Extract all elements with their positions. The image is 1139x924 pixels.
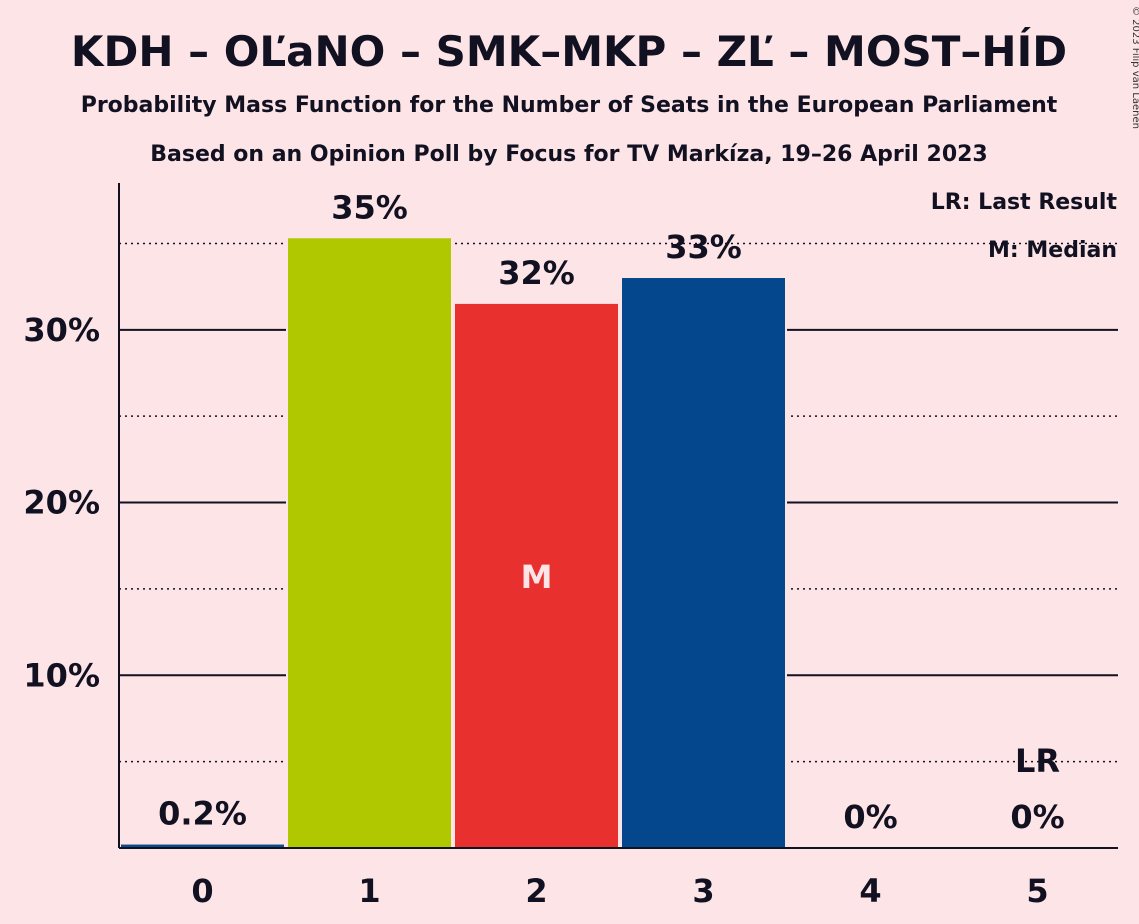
x-tick-label-2: 2 — [525, 872, 547, 910]
bar-value-label-0: 0.2% — [158, 795, 247, 833]
bar-2 — [455, 303, 618, 849]
bars — [119, 238, 787, 849]
legend-median: M: Median — [988, 238, 1117, 263]
chart-subtitle-source: Based on an Opinion Poll by Focus for TV… — [150, 142, 988, 167]
x-tick-label-5: 5 — [1026, 872, 1048, 910]
bar-1 — [288, 238, 451, 849]
y-tick-label-20: 20% — [23, 484, 100, 522]
chart-subtitle: Probability Mass Function for the Number… — [81, 93, 1058, 118]
bar-value-label-5: 0% — [1010, 798, 1064, 836]
bar-value-label-1: 35% — [331, 188, 408, 226]
bar-value-label-3: 33% — [665, 228, 742, 266]
bar-value-label-2: 32% — [498, 254, 575, 292]
copyright-text: © 2023 Filip van Laenen — [1130, 6, 1139, 129]
bar-3 — [622, 278, 785, 848]
y-tick-label-30: 30% — [23, 311, 100, 349]
bar-0 — [121, 844, 284, 848]
x-tick-label-3: 3 — [692, 872, 714, 910]
legend-last-result: LR: Last Result — [931, 190, 1118, 215]
x-tick-label-1: 1 — [358, 872, 380, 910]
bar-value-label-4: 0% — [843, 798, 897, 836]
chart-title: KDH – OĽaNO – SMK–MKP – ZĽ – MOST–HÍD — [71, 26, 1067, 76]
median-marker: M — [521, 558, 553, 596]
x-tick-label-4: 4 — [859, 872, 881, 910]
x-tick-label-0: 0 — [191, 872, 213, 910]
y-tick-label-10: 10% — [23, 656, 100, 694]
last-result-marker: LR — [1015, 742, 1060, 780]
